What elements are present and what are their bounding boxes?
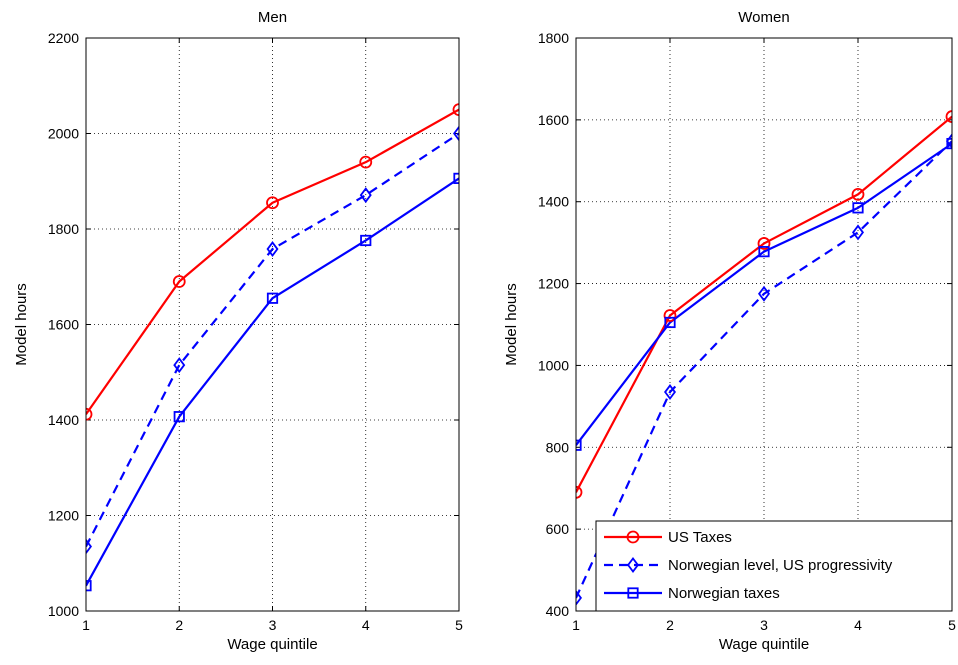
y-tick-label: 1200 xyxy=(538,276,569,292)
data-point xyxy=(86,538,92,555)
y-tick-label: 1400 xyxy=(48,412,79,428)
data-point xyxy=(663,309,677,322)
x-tick-label: 2 xyxy=(175,617,183,633)
chart-panel-1: 1 2 3 4 5 1000 1200 1400 1600 1800 2000 2200 Men Wage… xyxy=(13,9,463,653)
data-point xyxy=(576,485,583,499)
plot-area xyxy=(576,38,952,611)
data-point xyxy=(664,316,676,329)
legend: US Taxes Norwegian level, US progressivit… xyxy=(595,520,953,612)
data-point xyxy=(266,241,279,258)
data-point xyxy=(453,125,459,142)
legend-entry: Norwegian level, US progressivity xyxy=(668,557,893,574)
y-tick-label: 1000 xyxy=(48,603,79,619)
plot-area xyxy=(86,38,459,611)
y-tick-label: 1600 xyxy=(48,317,79,333)
series-line-2 xyxy=(576,140,952,599)
x-tick-label: 2 xyxy=(666,617,674,633)
data-point xyxy=(758,246,770,258)
series-line-1 xyxy=(86,108,459,415)
x-tick-label: 5 xyxy=(455,617,463,633)
x-tick-label: 1 xyxy=(572,617,580,633)
data-point xyxy=(945,110,952,123)
data-point xyxy=(576,439,582,451)
data-point xyxy=(852,202,864,214)
data-point xyxy=(757,237,771,250)
y-tick-label: 800 xyxy=(546,439,570,455)
chart-panel-2: 1 2 3 4 5 400 600 800 1000 1200 1400 1600 1800 Women W… xyxy=(503,9,956,653)
data-point xyxy=(359,187,372,204)
chart-title: Women xyxy=(738,9,789,26)
chart-title: Men xyxy=(258,9,287,26)
data-point xyxy=(360,234,372,247)
data-point xyxy=(359,155,373,169)
legend-marker xyxy=(627,587,639,599)
legend-marker xyxy=(627,557,639,573)
series-line-3 xyxy=(86,177,459,587)
data-point xyxy=(851,187,865,201)
series-line-3 xyxy=(576,142,952,446)
y-tick-label: 1800 xyxy=(538,30,569,46)
data-point xyxy=(172,275,186,288)
plot-frame xyxy=(85,37,460,612)
x-axis-label: Wage quintile xyxy=(227,636,317,653)
data-point xyxy=(758,285,770,302)
x-tick-label: 4 xyxy=(854,617,862,633)
x-tick-label: 5 xyxy=(948,617,956,633)
data-point xyxy=(266,292,279,304)
y-tick-label: 1400 xyxy=(538,194,569,210)
legend-marker xyxy=(626,530,640,544)
y-axis-label: Model hours xyxy=(13,283,30,366)
y-tick-label: 600 xyxy=(546,521,570,537)
series-group xyxy=(576,110,952,606)
y-tick-label: 2200 xyxy=(48,30,79,46)
x-axis-label: Wage quintile xyxy=(719,636,809,653)
x-tick-label: 3 xyxy=(269,617,277,633)
legend-entry: US Taxes xyxy=(668,529,732,546)
x-tick-label: 1 xyxy=(82,617,90,633)
y-axis-label: Model hours xyxy=(503,283,520,366)
y-tick-label: 1000 xyxy=(538,357,569,373)
y-tick-label: 2000 xyxy=(48,126,79,142)
y-tick-label: 1800 xyxy=(48,221,79,237)
y-tick-label: 400 xyxy=(546,603,570,619)
data-point xyxy=(86,407,93,421)
data-point xyxy=(173,411,185,423)
x-tick-label: 3 xyxy=(760,617,768,633)
data-point xyxy=(266,196,279,210)
x-tick-label: 4 xyxy=(362,617,370,633)
data-point xyxy=(852,224,864,241)
data-point xyxy=(452,103,459,117)
series-line-1 xyxy=(576,115,952,493)
legend-entry: Norwegian taxes xyxy=(668,585,780,602)
series-group xyxy=(86,103,459,592)
data-point xyxy=(173,357,186,374)
y-tick-label: 1200 xyxy=(48,508,79,524)
data-point xyxy=(664,384,676,401)
data-point xyxy=(576,589,582,606)
y-tick-label: 1600 xyxy=(538,112,569,128)
series-line-2 xyxy=(86,132,459,548)
